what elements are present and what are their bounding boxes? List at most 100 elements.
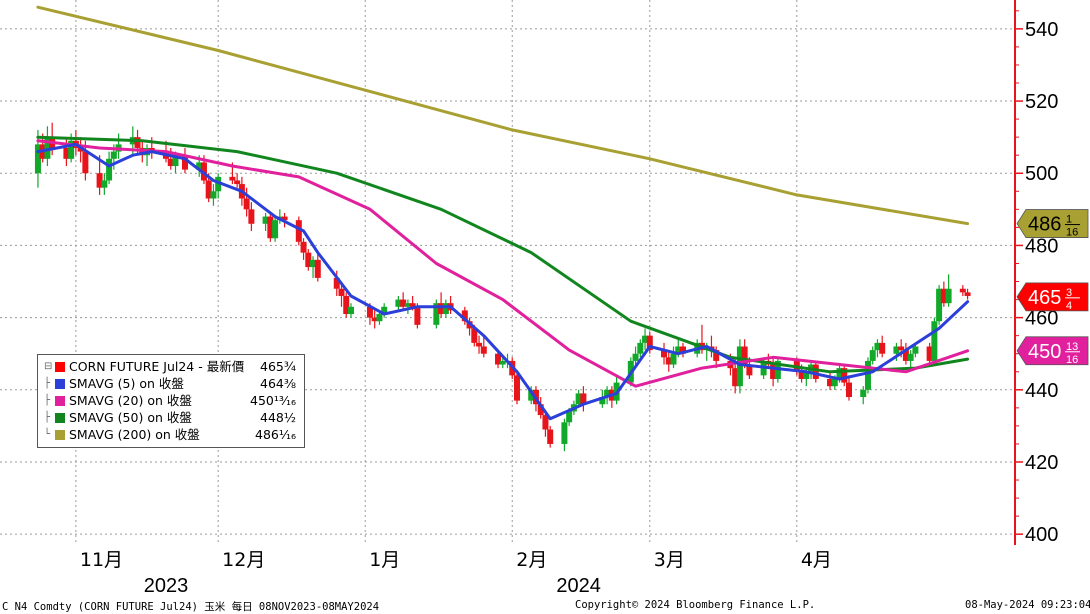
candle [528,386,535,405]
chart-footer: C N4 Comdty (CORN FUTURE Jul24) 玉米 每日 08… [0,598,1090,614]
candle [936,285,943,325]
candle [172,151,179,174]
x-year-label: 2024 [556,575,601,597]
candle [812,360,819,383]
candle [480,335,487,358]
candle-body [940,288,947,304]
candle [210,184,217,206]
candle-body [196,162,203,170]
candle [44,126,51,167]
candle-body [499,360,506,365]
candle [931,317,938,365]
price-tag-shape [1016,209,1089,238]
candle [96,155,103,195]
candle-body [333,277,340,289]
candle-body [874,342,881,351]
candle [215,173,222,199]
y-tick-label: 420 [1025,452,1058,474]
candle-body [248,209,255,224]
candle-body [181,155,188,170]
candle-body [798,371,805,379]
candle-body [860,389,867,398]
candle [267,212,274,242]
candle-body [803,371,810,379]
legend-swatch [55,396,65,406]
candle [580,386,587,412]
chart-grid [0,0,1015,545]
candle [902,342,909,365]
y-tick-label: 480 [1025,235,1058,257]
price-tag-shape [1016,336,1089,366]
candle-body [210,191,217,199]
legend-swatch [55,379,65,389]
candle [333,270,340,296]
price-tag: 465 34 [1016,282,1089,312]
candle [679,342,686,358]
candle-body [642,335,649,343]
collapse-icon[interactable]: ⊟ [44,361,53,372]
candle-body [845,382,852,398]
candle-body [476,342,483,347]
candle-body [670,353,677,365]
candle [547,425,554,448]
candle-body [96,173,103,188]
candle-body [912,346,919,354]
candle-body [665,357,672,365]
candle-body [632,353,639,361]
candle-body [836,368,843,379]
candle [243,187,250,217]
candle-body [528,389,535,401]
candle-body [926,346,933,361]
candle [741,339,748,369]
candle [314,252,321,282]
y-tick-label: 520 [1025,91,1058,113]
candle [433,299,440,329]
candle-body [812,364,819,379]
footer-timestamp: 08-May-2024 09:23:04 [965,599,1090,611]
candle-body [907,353,914,361]
candle-body [34,144,41,174]
price-tag-denominator: 4 [1066,300,1072,312]
legend-swatch [55,413,65,423]
candle-body [741,346,748,365]
candle-body [879,342,886,354]
candle-body [82,151,89,174]
candle [665,350,672,372]
candle [272,216,279,242]
candle [343,292,350,318]
x-tick-label: 12月 [222,549,265,571]
legend-row-price: ⊟ CORN FUTURE Jul24 - 最新價 465¾ [44,359,296,374]
candle-body [732,368,739,387]
x-tick-label: 2月 [516,549,547,571]
candle [907,350,914,369]
candle-body [547,429,554,444]
candle [438,292,445,318]
candle-body [262,216,269,224]
candle [63,137,70,167]
candle [860,386,867,405]
candle-body [305,252,312,268]
candle-body [770,364,777,379]
candle-body [679,346,686,354]
candle [670,346,677,369]
candle-body [234,180,241,185]
price-axis: 400 420 440 460 480 500 520 540 [1014,0,1058,546]
candle-body [480,346,487,354]
candle-body [869,350,876,361]
candle-body [959,288,966,293]
candle-body [566,411,573,423]
candle-body [945,288,952,304]
price-tag-value: 486 [1028,214,1061,236]
candle [395,295,402,311]
candle-body [646,335,653,351]
candle [874,339,881,358]
candle [864,357,871,394]
candle-body [338,288,345,296]
candle-body [272,220,279,239]
candle-body [438,303,445,315]
candle-body [347,306,354,315]
y-tick-label: 460 [1025,308,1058,330]
candle [262,212,269,231]
chart-legend: ⊟ CORN FUTURE Jul24 - 最新價 465¾ ├ SMAVG (5)… [37,354,305,448]
candle [869,346,876,365]
